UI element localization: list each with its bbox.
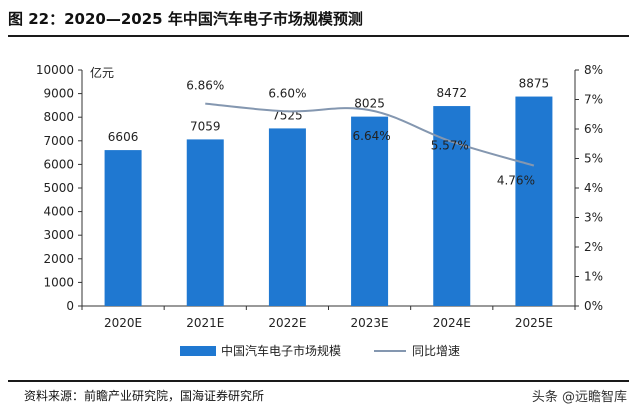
y-tick-label-left: 7000 bbox=[43, 134, 74, 148]
growth-value-label: 5.57% bbox=[431, 139, 469, 153]
y-tick-label-right: 5% bbox=[584, 152, 603, 166]
bar-value-label: 7059 bbox=[190, 119, 221, 133]
y-axis-unit-label: 亿元 bbox=[90, 65, 114, 80]
y-tick-label-left: 2000 bbox=[43, 252, 74, 266]
bar-2021E bbox=[186, 139, 224, 306]
y-tick-label-left: 5000 bbox=[43, 181, 74, 195]
y-tick-label-left: 10000 bbox=[36, 63, 74, 77]
y-tick-label-left: 4000 bbox=[43, 205, 74, 219]
growth-value-label: 6.86% bbox=[186, 79, 224, 93]
growth-value-labels: 6.86% 6.60% 6.64% 5.57% 4.76% bbox=[186, 79, 535, 188]
legend-label-bar: 中国汽车电子市场规模 bbox=[221, 343, 341, 358]
y-tick-label-right: 7% bbox=[584, 93, 603, 107]
bar-2023E bbox=[351, 116, 389, 306]
bar-2024E bbox=[433, 106, 471, 307]
bar-value-label: 6606 bbox=[108, 130, 139, 144]
y-tick-label-left: 3000 bbox=[43, 228, 74, 242]
y-tick-label-left: 1000 bbox=[43, 275, 74, 289]
x-tick-label: 2023E bbox=[351, 316, 389, 330]
y-tick-label-left: 0 bbox=[66, 299, 74, 313]
x-tick-label: 2024E bbox=[433, 316, 471, 330]
y-tick-label-right: 2% bbox=[584, 240, 603, 254]
x-tick-label: 2022E bbox=[268, 316, 306, 330]
x-tick-label: 2021E bbox=[186, 316, 224, 330]
bar-2022E bbox=[268, 128, 306, 306]
figure-title: 图 22：2020—2025 年中国汽车电子市场规模预测 bbox=[8, 10, 363, 28]
bar-value-label: 8875 bbox=[519, 77, 550, 91]
growth-value-label: 6.60% bbox=[268, 86, 306, 100]
legend-label-line: 同比增速 bbox=[412, 344, 460, 358]
y-tick-label-right: 6% bbox=[584, 122, 603, 136]
bar-value-label: 8025 bbox=[354, 97, 385, 111]
chart-axes: 0 1000 2000 3000 4000 5000 6000 7000 8000 9000 100… bbox=[36, 63, 603, 330]
growth-line-series bbox=[205, 102, 535, 167]
growth-value-label: 4.76% bbox=[497, 174, 535, 188]
bar-2020E bbox=[104, 150, 142, 306]
y-tick-label-left: 6000 bbox=[43, 157, 74, 171]
bar-value-label: 8472 bbox=[436, 86, 467, 100]
bar-series bbox=[104, 96, 553, 307]
chart-legend: 中国汽车电子市场规模 同比增速 bbox=[180, 343, 460, 358]
y-tick-label-right: 4% bbox=[584, 181, 603, 195]
y-tick-label-right: 3% bbox=[584, 211, 603, 225]
y-tick-label-right: 1% bbox=[584, 270, 603, 284]
y-tick-label-right: 8% bbox=[584, 63, 603, 77]
y-tick-label-right: 0% bbox=[584, 299, 603, 313]
x-tick-label: 2025E bbox=[515, 316, 553, 330]
legend-swatch-bar bbox=[180, 346, 216, 356]
source-note: 资料来源：前瞻产业研究院，国海证券研究所 bbox=[24, 389, 265, 403]
bar-line-chart: 0 1000 2000 3000 4000 5000 6000 7000 8000 9000 100… bbox=[36, 63, 603, 358]
footer-rule bbox=[8, 380, 629, 382]
y-tick-label-left: 8000 bbox=[43, 110, 74, 124]
growth-value-label: 6.64% bbox=[353, 129, 391, 143]
title-rule bbox=[8, 35, 629, 37]
y-tick-label-left: 9000 bbox=[43, 87, 74, 101]
watermark-brand: 头条 @远瞻智库 bbox=[531, 390, 627, 405]
x-tick-label: 2020E bbox=[104, 316, 142, 330]
bar-2025E bbox=[515, 96, 553, 306]
